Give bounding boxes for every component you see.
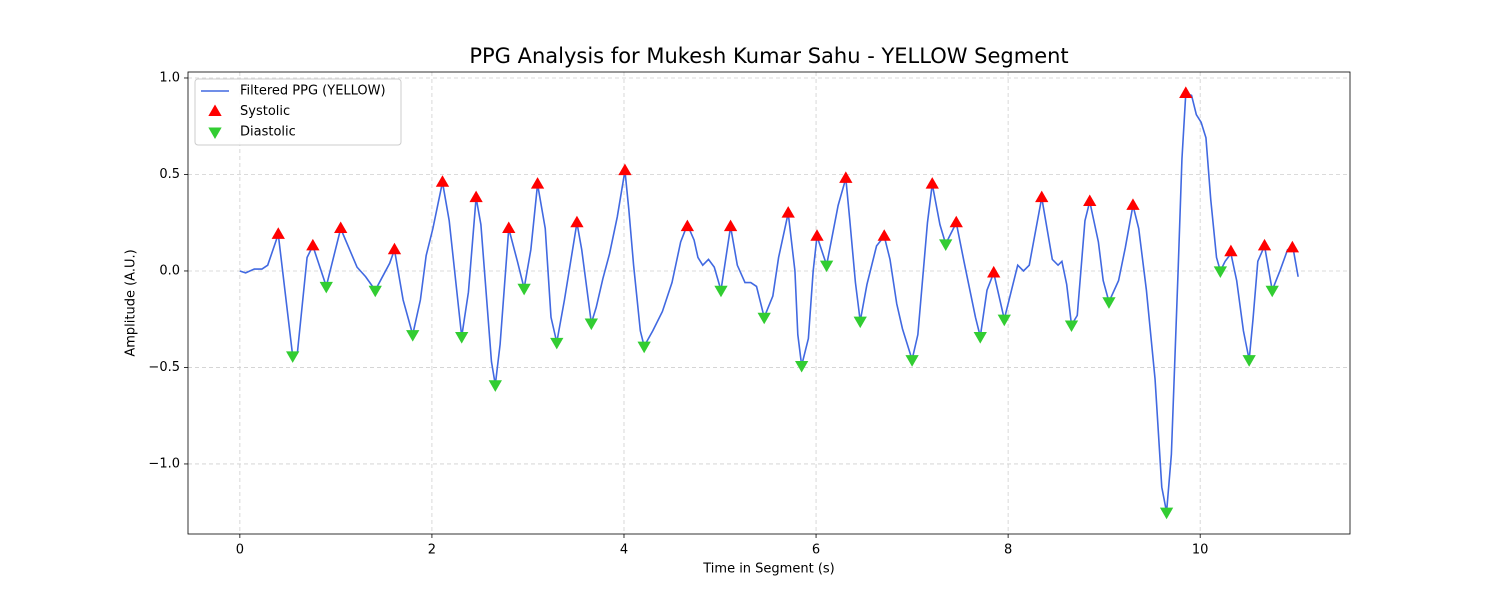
systolic-marker	[1179, 86, 1193, 98]
systolic-marker	[949, 215, 963, 228]
diastolic-marker	[286, 351, 300, 363]
diastolic-marker	[455, 332, 469, 344]
x-tick-label: 2	[428, 543, 436, 558]
diastolic-marker	[584, 318, 598, 331]
plot-area	[239, 86, 1300, 520]
diastolic-marker	[1102, 297, 1116, 309]
systolic-marker	[435, 175, 450, 187]
diastolic-marker	[1242, 355, 1256, 367]
systolic-marker	[618, 163, 632, 176]
systolic-marker	[570, 215, 584, 228]
legend-label: Filtered PPG (YELLOW)	[240, 84, 386, 99]
diastolic-marker	[1213, 266, 1228, 278]
ppg-line	[239, 92, 1299, 513]
systolic-marker	[530, 177, 545, 189]
systolic-marker	[1257, 238, 1272, 251]
diastolic-marker	[368, 285, 382, 298]
y-tick-label: 1.0	[159, 70, 180, 85]
legend-swatch	[208, 127, 222, 139]
systolic-marker	[469, 190, 483, 203]
legend: Filtered PPG (YELLOW) Systolic Diastolic	[194, 78, 402, 146]
systolic-marker	[987, 265, 1001, 278]
systolic-marker	[1126, 198, 1140, 210]
diastolic-marker	[997, 314, 1011, 327]
diastolic-marker	[757, 312, 771, 325]
systolic-marker	[1224, 244, 1238, 257]
y-axis-label: Amplitude (A.U.)	[124, 249, 139, 356]
y-tick-label: 0.5	[159, 167, 180, 182]
legend-label: Diastolic	[240, 125, 296, 140]
systolic-marker	[306, 238, 320, 251]
diastolic-marker	[1265, 285, 1279, 298]
systolic-marker	[502, 221, 516, 234]
systolic-marker	[271, 227, 285, 239]
axes-frame	[187, 71, 1351, 535]
diastolic-marker	[939, 239, 953, 251]
x-tick-label: 6	[812, 543, 820, 558]
diastolic-marker	[973, 332, 987, 344]
diastolic-marker	[819, 260, 834, 273]
systolic-marker	[723, 219, 738, 232]
systolic-marker	[781, 206, 795, 218]
legend-box	[194, 78, 402, 146]
diastolic-marker	[1064, 320, 1079, 332]
y-tick-label: −0.5	[148, 360, 180, 375]
y-tick-label: 0.0	[159, 263, 180, 278]
diastolic-marker	[550, 337, 564, 350]
systolic-marker	[810, 229, 824, 241]
systolic-marker	[877, 229, 891, 241]
legend-label: Systolic	[240, 104, 290, 119]
systolic-marker	[1035, 190, 1049, 203]
y-tick-label: −1.0	[148, 456, 180, 471]
diastolic-marker	[406, 330, 420, 342]
diastolic-marker	[517, 283, 531, 296]
systolic-marker	[334, 221, 348, 234]
systolic-marker	[839, 171, 853, 183]
diastolic-marker	[1159, 507, 1174, 520]
systolic-marker	[1285, 240, 1300, 253]
x-tick-label: 10	[1192, 543, 1209, 558]
chart-title: PPG Analysis for Mukesh Kumar Sahu - YEL…	[469, 44, 1068, 68]
systolic-marker	[925, 177, 939, 189]
diastolic-marker	[488, 380, 502, 392]
grid	[188, 72, 1350, 534]
diastolic-marker	[714, 285, 728, 298]
diastolic-marker	[905, 355, 919, 367]
diastolic-marker	[795, 360, 809, 373]
systolic-marker	[1083, 194, 1097, 207]
systolic-marker	[680, 219, 695, 232]
legend-swatch	[208, 104, 222, 117]
x-tick-label: 8	[1004, 543, 1012, 558]
diastolic-marker	[637, 341, 651, 354]
x-tick-label: 0	[236, 543, 244, 558]
diastolic-marker	[319, 281, 333, 294]
x-axis-label: Time in Segment (s)	[702, 562, 834, 577]
systolic-marker	[387, 242, 402, 255]
x-tick-label: 4	[620, 543, 628, 558]
diastolic-marker	[853, 316, 867, 329]
